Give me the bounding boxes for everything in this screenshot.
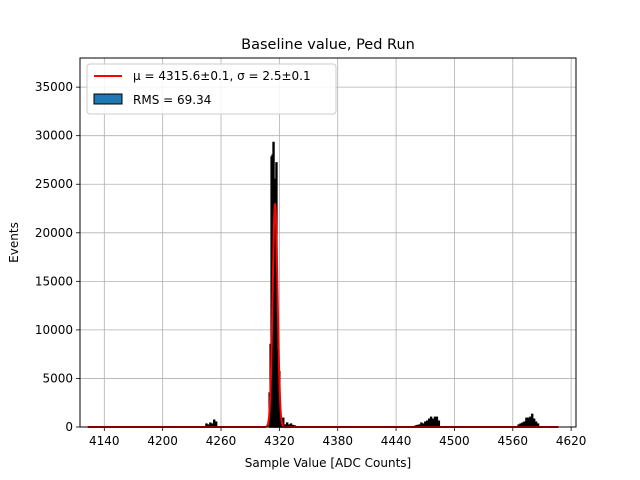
x-axis-title: Sample Value [ADC Counts] bbox=[245, 456, 411, 470]
x-tick-label: 4620 bbox=[556, 434, 587, 448]
x-tick-label: 4380 bbox=[322, 434, 353, 448]
axis-ticks: 4140 4200 4260 4320 4380 4440 4500 4560 4620 0 500… bbox=[35, 80, 587, 448]
histogram-bar bbox=[532, 418, 536, 428]
x-tick-label: 4560 bbox=[498, 434, 529, 448]
chart-title: Baseline value, Ped Run bbox=[241, 37, 415, 53]
plot-frame bbox=[79, 57, 577, 428]
histogram-bar bbox=[525, 417, 528, 428]
y-tick-label: 25000 bbox=[35, 177, 73, 191]
y-tick-label: 10000 bbox=[35, 323, 73, 337]
histogram-bar bbox=[427, 418, 431, 428]
histogram-bar bbox=[531, 413, 534, 428]
x-tick-label: 4500 bbox=[439, 434, 470, 448]
legend-histogram-swatch bbox=[93, 93, 123, 105]
histogram-bar bbox=[435, 416, 439, 428]
legend-box bbox=[86, 63, 337, 115]
x-tick-label: 4440 bbox=[381, 434, 412, 448]
y-tick-label: 30000 bbox=[35, 129, 73, 143]
x-tick-label: 4140 bbox=[89, 434, 120, 448]
histogram-bar bbox=[431, 418, 435, 428]
x-tick-label: 4260 bbox=[206, 434, 237, 448]
y-axis-title: Events bbox=[7, 222, 21, 263]
y-tick-label: 20000 bbox=[35, 226, 73, 240]
y-tick-label: 0 bbox=[65, 420, 73, 434]
legend-fit-label: μ = 4315.6±0.1, σ = 2.5±0.1 bbox=[133, 69, 311, 83]
histogram-bar bbox=[529, 416, 532, 428]
y-tick-label: 15000 bbox=[35, 274, 73, 288]
legend: μ = 4315.6±0.1, σ = 2.5±0.1 RMS = 69.34 bbox=[86, 63, 337, 115]
y-tick-label: 35000 bbox=[35, 80, 73, 94]
y-tick-label: 5000 bbox=[42, 371, 73, 385]
histogram-bar bbox=[433, 416, 437, 428]
legend-histogram-label: RMS = 69.34 bbox=[133, 93, 211, 107]
x-tick-label: 4320 bbox=[264, 434, 295, 448]
histogram-bar bbox=[213, 419, 216, 428]
x-tick-label: 4200 bbox=[147, 434, 178, 448]
histogram-bar bbox=[429, 416, 433, 428]
histogram-bar bbox=[527, 417, 530, 428]
